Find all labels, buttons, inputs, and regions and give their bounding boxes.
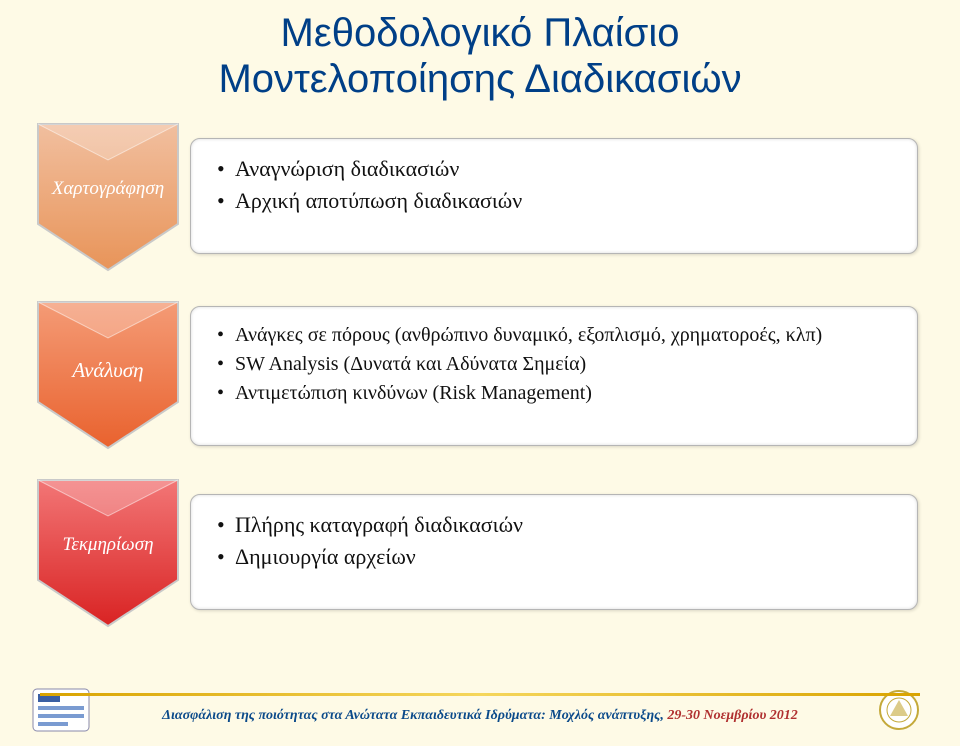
chevron-label-2: Τεκμηρίωση xyxy=(34,534,182,556)
process-diagram: Χαρτογράφηση Αναγνώριση διαδικασιώνΑρχική… xyxy=(0,120,960,630)
footer: Διασφάλιση της ποιότητας στα Ανώτατα Εκπ… xyxy=(0,693,960,724)
bullet-2-0: Πλήρης καταγραφή διαδικασιών xyxy=(217,509,891,541)
process-row-0: Χαρτογράφηση Αναγνώριση διαδικασιώνΑρχική… xyxy=(0,120,960,274)
page-title: Μεθοδολογικό Πλαίσιο Μοντελοποίησης Διαδ… xyxy=(0,0,960,102)
panel-2: Πλήρης καταγραφή διαδικασιώνΔημιουργία α… xyxy=(190,494,918,610)
title-line2: Μοντελοποίησης Διαδικασιών xyxy=(0,56,960,102)
bullet-0-1: Αρχική αποτύπωση διαδικασιών xyxy=(217,185,891,217)
chevron-1: Ανάλυση xyxy=(34,298,182,448)
process-row-2: Τεκμηρίωση Πλήρης καταγραφή διαδικασιώνΔη… xyxy=(0,476,960,630)
panel-1: Ανάγκες σε πόρους (ανθρώπινο δυναμικό, ε… xyxy=(190,306,918,446)
chevron-0: Χαρτογράφηση xyxy=(34,120,182,270)
panel-0: Αναγνώριση διαδικασιώνΑρχική αποτύπωση δ… xyxy=(190,138,918,254)
bullet-1-1: SW Analysis (Δυνατά και Αδύνατα Σημεία) xyxy=(217,350,891,379)
bullet-1-0: Ανάγκες σε πόρους (ανθρώπινο δυναμικό, ε… xyxy=(217,321,891,350)
title-line1: Μεθοδολογικό Πλαίσιο xyxy=(0,10,960,56)
footer-text: Διασφάλιση της ποιότητας στα Ανώτατα Εκπ… xyxy=(0,706,960,724)
footer-date: 29-30 Νοεμβρίου 2012 xyxy=(667,708,797,723)
footer-main: Διασφάλιση της ποιότητας στα Ανώτατα Εκπ… xyxy=(162,708,667,723)
bullet-0-0: Αναγνώριση διαδικασιών xyxy=(217,153,891,185)
chevron-2: Τεκμηρίωση xyxy=(34,476,182,626)
chevron-label-1: Ανάλυση xyxy=(34,358,182,383)
footer-divider xyxy=(40,693,920,696)
bullet-2-1: Δημιουργία αρχείων xyxy=(217,541,891,573)
process-row-1: Ανάλυση Ανάγκες σε πόρους (ανθρώπινο δυνα… xyxy=(0,298,960,452)
bullet-1-2: Αντιμετώπιση κινδύνων (Risk Management) xyxy=(217,379,891,408)
chevron-label-0: Χαρτογράφηση xyxy=(34,178,182,200)
